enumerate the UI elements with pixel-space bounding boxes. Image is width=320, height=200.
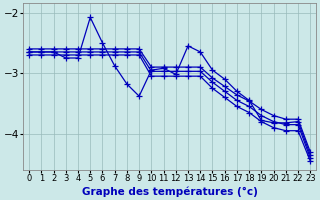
- X-axis label: Graphe des températures (°c): Graphe des températures (°c): [82, 186, 258, 197]
